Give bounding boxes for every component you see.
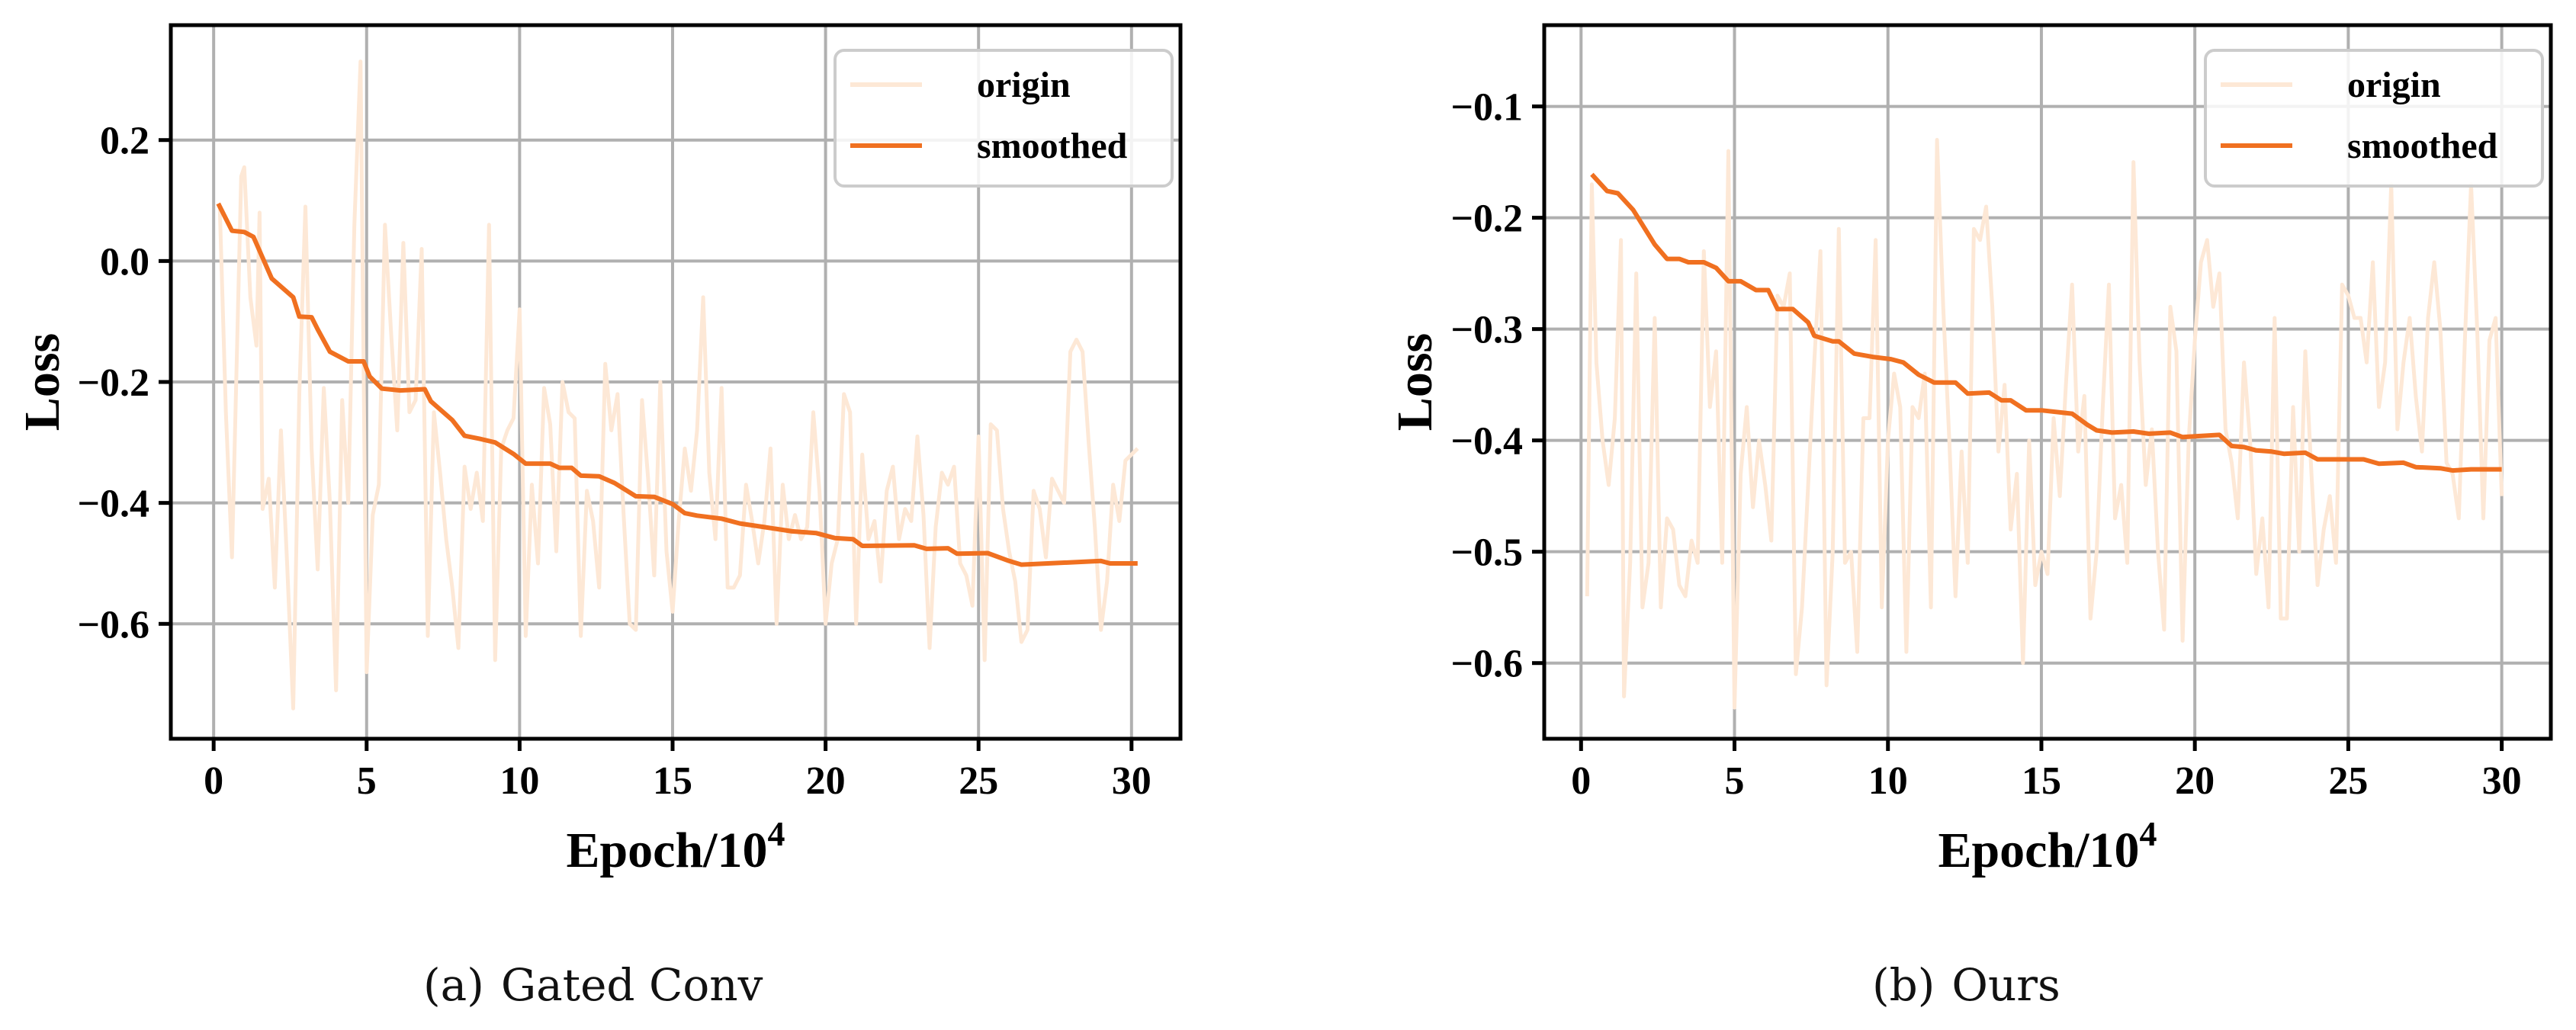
x-tick-label: 30 <box>1112 759 1151 803</box>
series-smoothed <box>216 202 1138 567</box>
y-tick-label: −0.6 <box>77 603 149 647</box>
caption-a-text: Gated Conv <box>500 959 763 1011</box>
series-origin <box>217 59 1139 711</box>
caption-b-tag: (b) <box>1872 959 1935 1011</box>
y-axis-ticks: −0.1 −0.2 −0.3 −0.4 −0.5 −0.6 <box>1450 86 1544 686</box>
legend: origin smoothed <box>834 49 1174 188</box>
y-axis-label: Loss <box>14 333 70 431</box>
panel-a: 0 5 10 15 20 25 30 0.2 0.0 −0.2 −0.4 −0.6 Epoch/104 L… <box>0 0 1235 900</box>
series-smoothed <box>1590 172 2502 473</box>
x-tick-label: 25 <box>2328 759 2368 803</box>
plot-frame <box>1542 23 2553 741</box>
x-tick-label: 15 <box>2022 759 2061 803</box>
x-tick-label: 20 <box>2175 759 2215 803</box>
y-axis-ticks: 0.2 0.0 −0.2 −0.4 −0.6 <box>77 120 171 647</box>
x-axis-label-exponent: 4 <box>768 814 785 853</box>
y-tick-label: −0.6 <box>1450 643 1523 686</box>
caption-b: (b) Ours <box>1872 959 2060 1011</box>
y-axis-label: Loss <box>1387 333 1443 431</box>
y-tick-label: −0.4 <box>77 483 149 526</box>
caption-b-text: Ours <box>1951 959 2060 1011</box>
y-tick-label: 0.0 <box>100 240 149 284</box>
y-tick-label: −0.2 <box>77 361 149 405</box>
caption-a: (a) Gated Conv <box>423 959 763 1011</box>
x-axis-label: Epoch/104 <box>566 814 785 878</box>
panel-b: 0 5 10 15 20 25 30 −0.1 −0.2 −0.3 −0.4 −0.5 −0.6 Epoc… <box>1365 0 2576 900</box>
legend: origin smoothed <box>2204 49 2544 188</box>
x-axis-label: Epoch/104 <box>1938 814 2157 878</box>
legend-label-origin: origin <box>977 65 1071 105</box>
y-tick-label: −0.4 <box>1450 420 1523 464</box>
x-tick-label: 20 <box>806 759 846 803</box>
x-axis-label-exponent: 4 <box>2140 814 2157 853</box>
x-axis-ticks: 0 5 10 15 20 25 30 <box>204 739 1151 803</box>
y-tick-label: −0.3 <box>1450 309 1523 352</box>
chart-gated-conv: 0 5 10 15 20 25 30 0.2 0.0 −0.2 −0.4 −0.6 Epoch/104 L… <box>14 23 1183 878</box>
legend-label-smoothed: smoothed <box>2347 126 2498 166</box>
x-tick-label: 0 <box>1571 759 1591 803</box>
y-tick-label: −0.1 <box>1450 86 1523 130</box>
x-tick-label: 30 <box>2482 759 2522 803</box>
legend-label-origin: origin <box>2347 65 2441 105</box>
x-tick-label: 10 <box>1868 759 1908 803</box>
chart-ours: 0 5 10 15 20 25 30 −0.1 −0.2 −0.3 −0.4 −0.5 −0.6 Epoc… <box>1387 23 2553 878</box>
y-tick-label: −0.2 <box>1450 197 1523 241</box>
caption-a-tag: (a) <box>423 959 484 1011</box>
legend-label-smoothed: smoothed <box>977 126 1128 166</box>
x-tick-label: 5 <box>1725 759 1745 803</box>
y-tick-label: −0.5 <box>1450 531 1523 575</box>
y-tick-label: 0.2 <box>100 120 149 163</box>
x-tick-label: 15 <box>653 759 692 803</box>
series-origin <box>1585 137 2504 710</box>
x-tick-label: 10 <box>499 759 539 803</box>
x-axis-ticks: 0 5 10 15 20 25 30 <box>1571 739 2522 803</box>
x-tick-label: 5 <box>357 759 377 803</box>
x-tick-label: 25 <box>959 759 998 803</box>
x-tick-label: 0 <box>204 759 223 803</box>
